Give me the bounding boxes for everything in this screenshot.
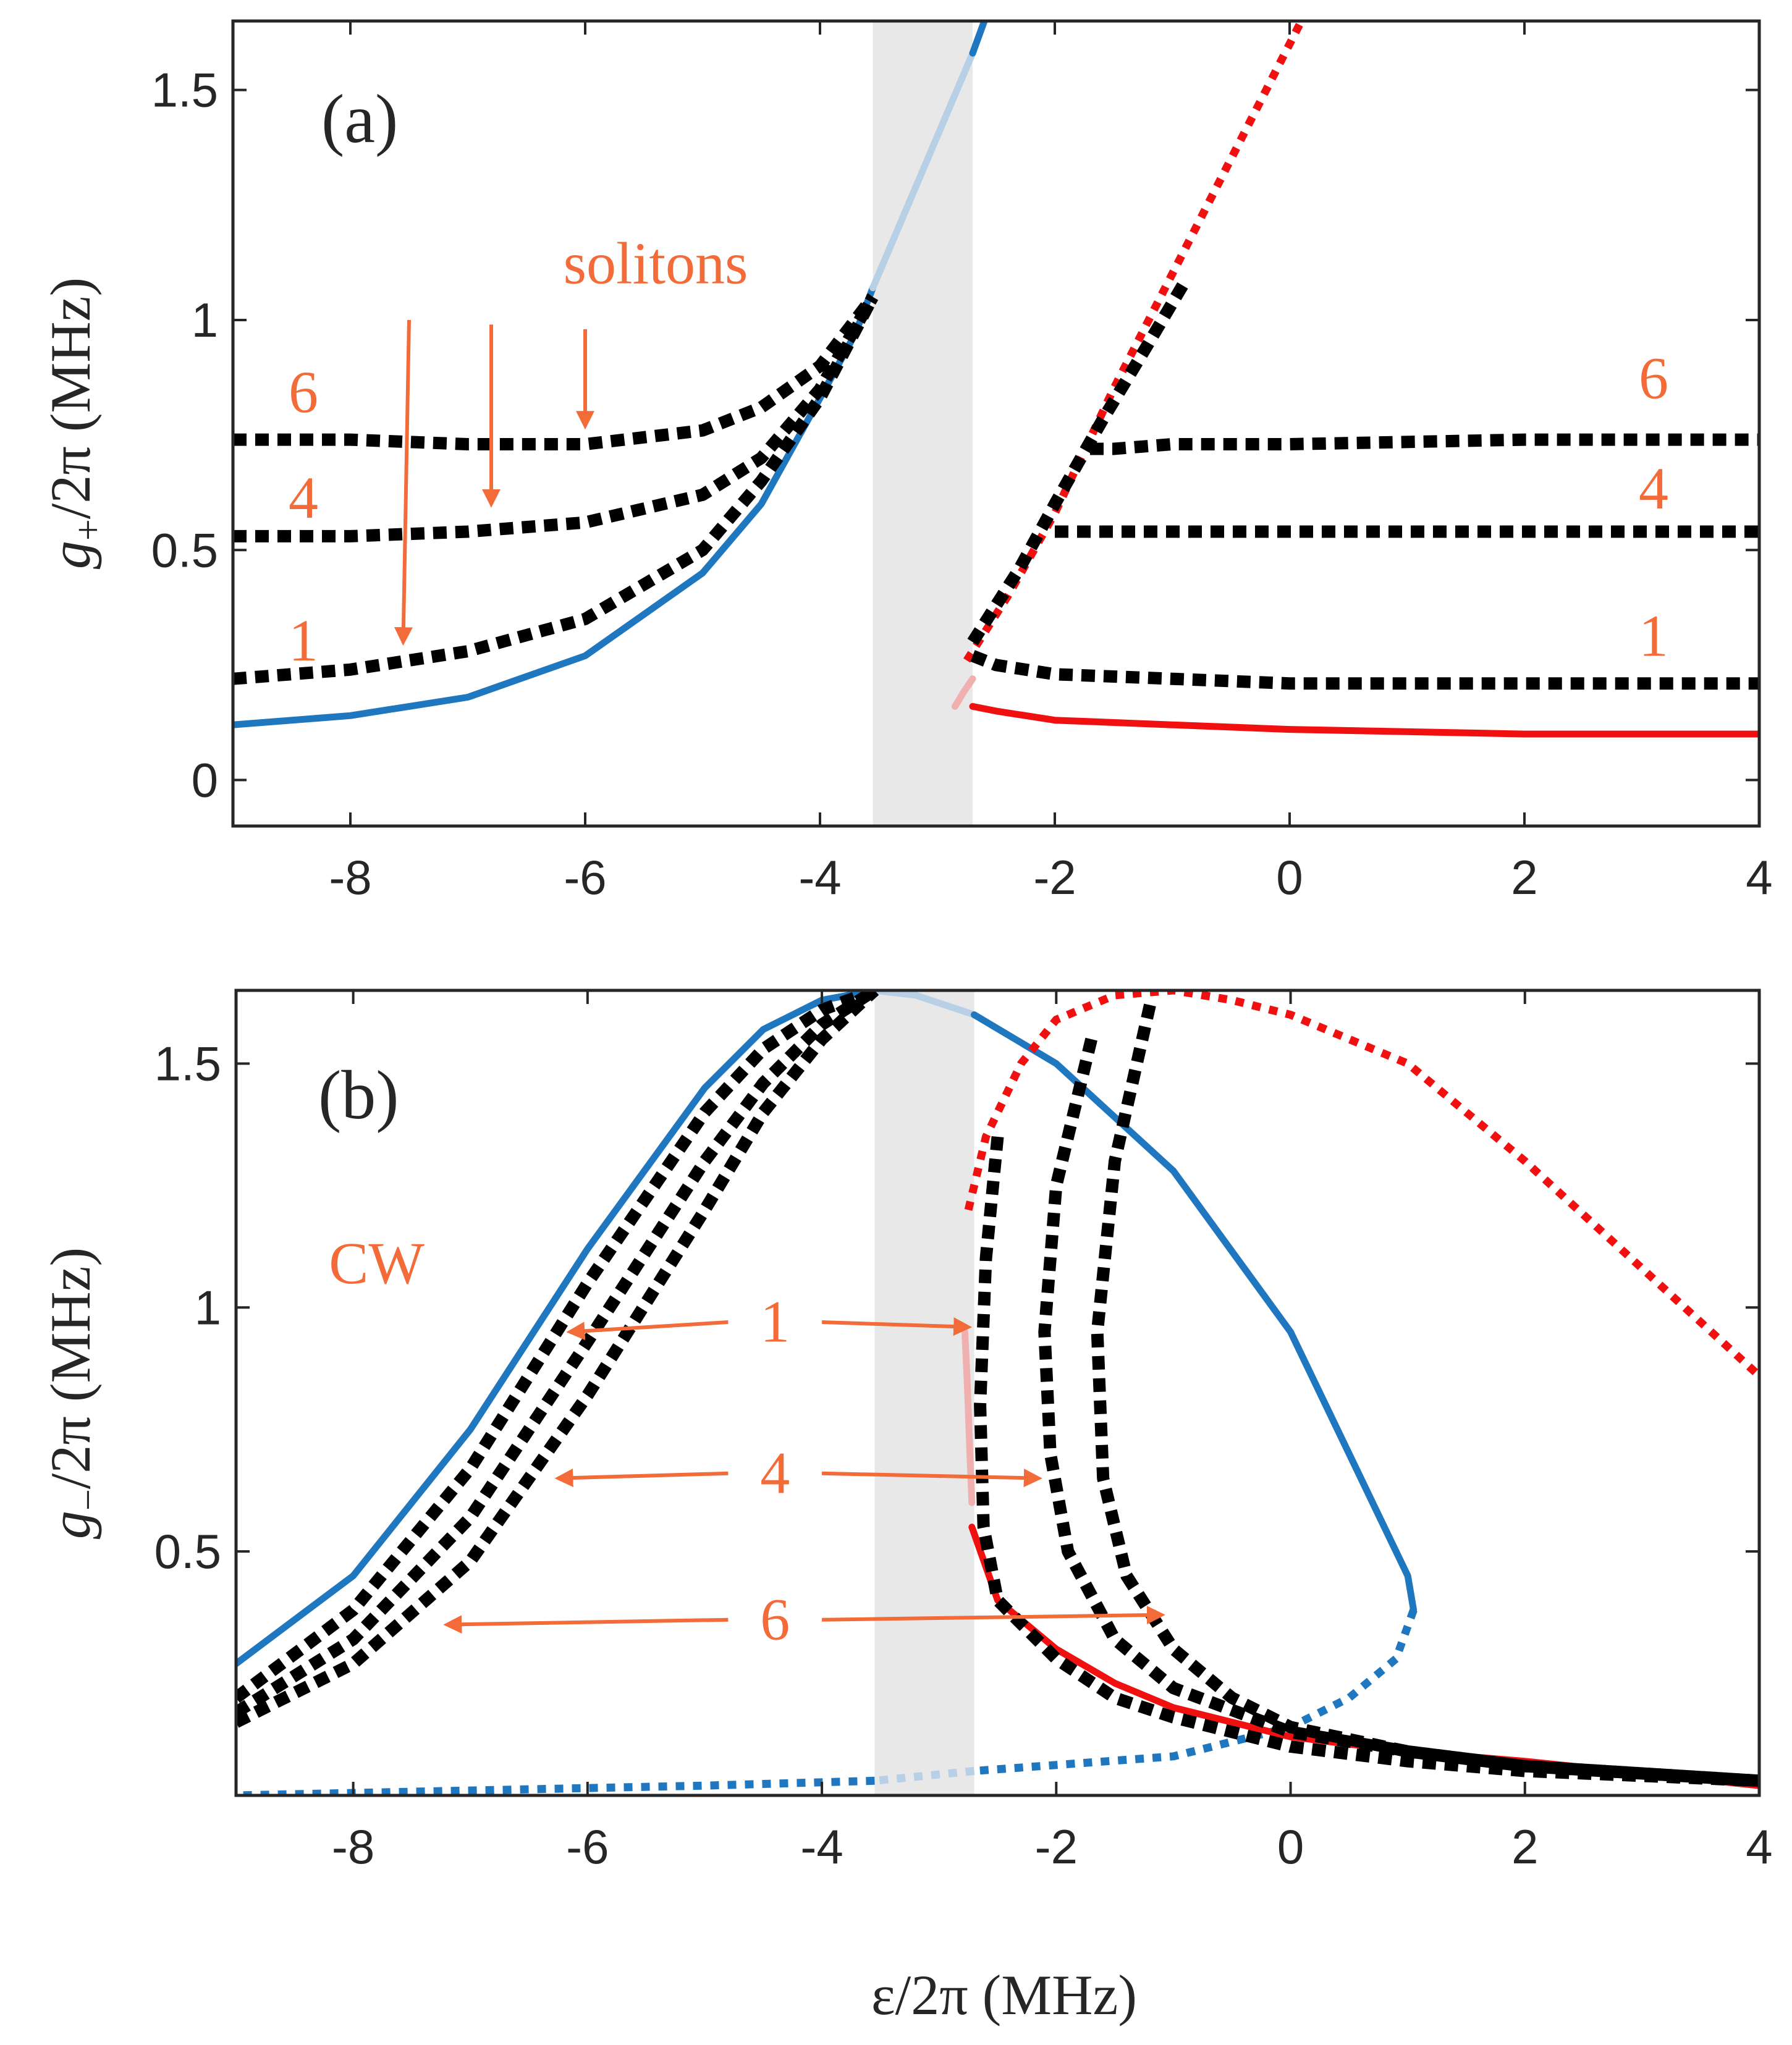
panel-b-series-13-line	[1038, 1037, 1759, 1787]
panel-b-xtick-label: -2	[1035, 1819, 1078, 1874]
panel-b-annotation-text: 4	[760, 1440, 790, 1506]
panel-b-xtick-label: -8	[332, 1819, 374, 1874]
panel-a-series-0-line	[233, 284, 876, 728]
panel-b-series-14-line	[1091, 1003, 1759, 1787]
panel-b-series-0-line	[236, 990, 878, 1668]
panel-a-annotation-text: 6	[1639, 345, 1668, 411]
panel-b-series-9-line	[236, 990, 877, 1703]
panel-b-annotation-arrow	[821, 1317, 973, 1336]
panel-b-ytick-label: 1	[195, 1280, 221, 1335]
panel-b-xtick-label: -4	[800, 1819, 843, 1874]
panel-a-axes-frame	[231, 19, 1761, 828]
panel-b-shaded-region	[874, 990, 974, 1795]
panel-a-xtick-label: 4	[1746, 850, 1772, 904]
panel-b-series-6-line	[964, 990, 1759, 1379]
panel-a-y-axis-label: g+/2π (MHz)	[39, 277, 109, 569]
panel-a-series-9-line	[970, 650, 1759, 690]
panel-b-annotation-bg	[750, 1292, 800, 1354]
panel-b-annotation-arrow	[566, 1320, 729, 1341]
panel-b-label: (b)	[318, 1057, 399, 1134]
panel-a-annotation-text: solitons	[564, 230, 748, 296]
panel-b-annotation-arrow	[822, 1469, 1042, 1488]
x-axis-label: ε/2π (MHz)	[871, 1963, 1137, 2026]
panel-a-shaded-region	[873, 21, 973, 826]
panel-b-xtick-label: 4	[1746, 1819, 1772, 1874]
panel-a-series-6-line	[233, 294, 879, 685]
panel-a-ytick-label: 0	[192, 753, 218, 807]
panel-a-annotation-text: 1	[1639, 603, 1668, 669]
panel-a-xtick-label: -2	[1033, 850, 1076, 904]
panel-b-series-5-line	[236, 1776, 875, 1795]
panel-b-xtick-label: 2	[1511, 1819, 1538, 1874]
panel-a-series-4-line	[952, 675, 976, 710]
panel-b-annotation-bg	[750, 1443, 800, 1506]
panel-a-series-7-line	[233, 293, 879, 542]
panel-a-ytick-label: 1.5	[151, 63, 218, 117]
panel-a-series-8-line	[233, 293, 878, 450]
panel-b-axes-frame	[234, 989, 1761, 1797]
panel-a-annotation-text: 4	[289, 465, 318, 531]
panel-b-annotation-arrow	[822, 1606, 1165, 1625]
panel-b-annotation-text: CW	[329, 1230, 425, 1296]
panel-a-ytick-label: 0.5	[151, 523, 218, 577]
panel-b-series-7-line	[961, 1328, 976, 1506]
panel-a-ytick-label: 1	[192, 293, 218, 347]
panel-a-xtick-label: -8	[329, 850, 371, 904]
panel-b-ytick-label: 1.5	[154, 1036, 221, 1090]
panel-b-ytick-label: 0.5	[154, 1524, 221, 1579]
panel-a-series-10-line	[967, 280, 1190, 646]
panel-b-annotation-text: 6	[760, 1586, 790, 1652]
panel-a-xtick-label: -4	[798, 850, 841, 904]
panel-a-annotation-text: 4	[1639, 455, 1668, 521]
panel-b-y-axis-label: g−/2π (MHz)	[39, 1247, 109, 1539]
panel-b-series-12-line	[974, 1136, 1759, 1787]
panel-a-annotation-text: 6	[289, 359, 318, 425]
panel-b-xtick-label: -6	[566, 1819, 609, 1874]
panel-a-series-3-line	[969, 702, 1759, 738]
panel-b-annotation-arrow	[443, 1615, 729, 1634]
panel-a-xtick-label: -6	[564, 850, 606, 904]
panel-b-series-1-line	[871, 990, 978, 1018]
panel-a-series-1-line	[869, 49, 976, 292]
panel-a-xtick-label: 2	[1511, 850, 1537, 904]
panel-b-annotation-text: 1	[760, 1289, 790, 1355]
panel-a-annotation-text: 1	[289, 607, 318, 673]
panel-a-label: (a)	[321, 81, 398, 158]
panel-a-series-12-line	[1090, 433, 1759, 455]
panel-b-annotation-arrow	[554, 1469, 729, 1488]
panel-a-xtick-label: 0	[1276, 850, 1303, 904]
panel-b-series-11-line	[236, 990, 879, 1728]
panel-b-annotation-bg	[750, 1590, 800, 1652]
panel-a-series-2-line	[969, 21, 988, 57]
panel-b: CW 1 4 6 -8 -6 -4 -2 0 2 4 0.5 1 1.5 (b) g−/2π (MHz…	[39, 989, 1773, 2026]
panel-b-series-3-line	[974, 1608, 1418, 1775]
panel-b-xtick-label: 0	[1277, 1819, 1304, 1874]
panel-a-annotation-arrow	[394, 319, 413, 646]
panel-b-series-2-line	[971, 1011, 1418, 1614]
panel-b-series-10-line	[236, 990, 878, 1718]
